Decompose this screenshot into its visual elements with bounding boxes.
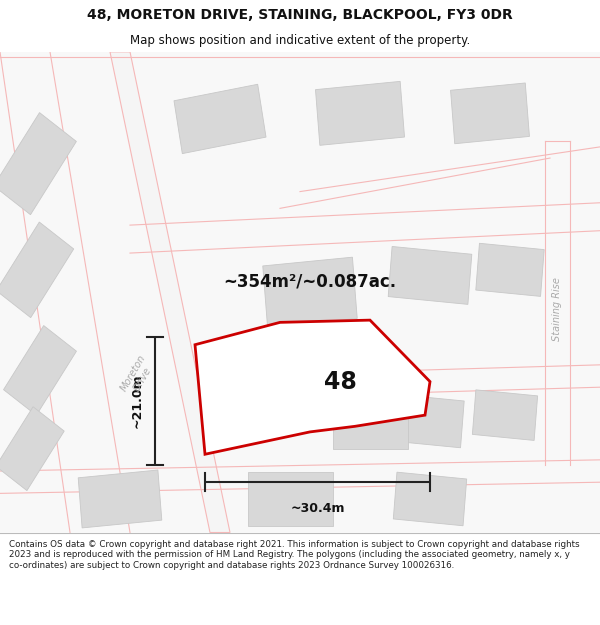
- Polygon shape: [472, 390, 538, 441]
- Polygon shape: [394, 472, 467, 526]
- Polygon shape: [110, 52, 230, 532]
- Polygon shape: [316, 81, 404, 146]
- Polygon shape: [0, 52, 600, 532]
- Polygon shape: [263, 257, 357, 328]
- Text: Moreton
Drive: Moreton Drive: [119, 353, 157, 399]
- Text: Contains OS data © Crown copyright and database right 2021. This information is : Contains OS data © Crown copyright and d…: [9, 540, 580, 570]
- Polygon shape: [248, 472, 332, 526]
- Polygon shape: [451, 83, 529, 144]
- Polygon shape: [388, 246, 472, 304]
- Polygon shape: [4, 326, 76, 415]
- Text: Staining Rise: Staining Rise: [552, 277, 562, 341]
- Text: ~354m²/~0.087ac.: ~354m²/~0.087ac.: [223, 272, 397, 290]
- Polygon shape: [0, 112, 76, 215]
- Polygon shape: [0, 407, 64, 491]
- Polygon shape: [174, 84, 266, 154]
- Polygon shape: [386, 394, 464, 448]
- Polygon shape: [332, 392, 407, 449]
- Polygon shape: [0, 222, 74, 318]
- Text: ~30.4m: ~30.4m: [290, 503, 345, 516]
- Text: ~21.0m: ~21.0m: [131, 374, 143, 429]
- Text: 48, MORETON DRIVE, STAINING, BLACKPOOL, FY3 0DR: 48, MORETON DRIVE, STAINING, BLACKPOOL, …: [87, 8, 513, 21]
- Polygon shape: [195, 320, 430, 454]
- Polygon shape: [78, 470, 162, 528]
- Text: 48: 48: [323, 369, 356, 394]
- Polygon shape: [476, 243, 544, 296]
- Text: Map shows position and indicative extent of the property.: Map shows position and indicative extent…: [130, 34, 470, 47]
